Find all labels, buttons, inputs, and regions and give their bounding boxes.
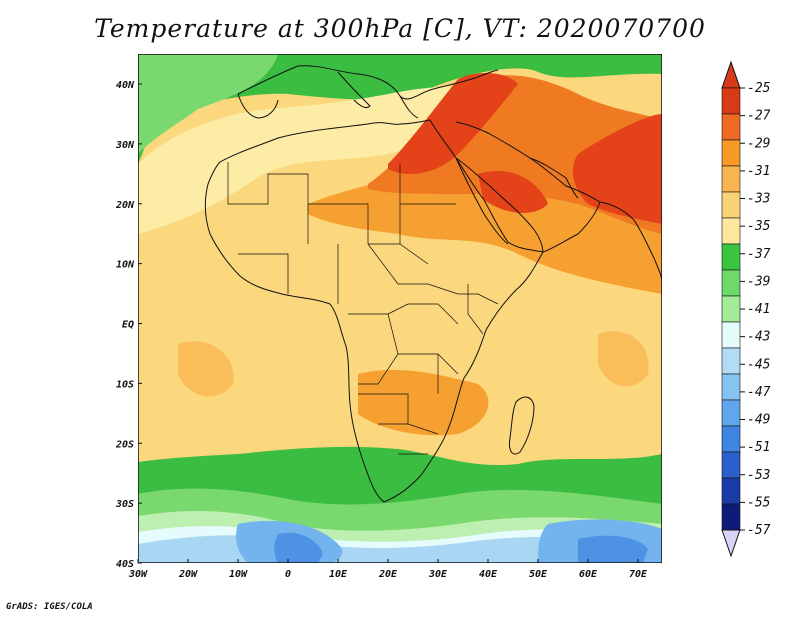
lon-tick-label: 20E (378, 569, 398, 580)
field-southern-orange-patch (358, 369, 489, 436)
credit-text: GrADS: IGES/COLA (6, 602, 93, 612)
colorbar-top-arrow (721, 60, 741, 89)
lat-tick-label: 40S (116, 559, 134, 570)
lat-tick-label: EQ (122, 320, 134, 331)
colorbar-swatch (721, 347, 741, 375)
colorbar-swatch (721, 321, 741, 349)
colorbar-label: -31 (747, 164, 770, 179)
lon-tick-label: 40E (479, 569, 498, 580)
colorbar-label: -55 (747, 495, 771, 510)
colorbar-swatch (721, 477, 741, 505)
colorbar-label: -53 (747, 468, 770, 483)
field-hot-core-arabia (478, 170, 548, 214)
lat-tick-label: 30S (115, 499, 134, 510)
greece-coastline (399, 95, 419, 119)
lon-tick-label: 10E (329, 569, 348, 580)
colorbar-swatch (721, 139, 741, 167)
lon-tick-label: 50E (529, 569, 548, 580)
lon-tick-label: 30W (128, 569, 148, 580)
map-title: Temperature at 300hPa [C], VT: 202007070… (94, 14, 706, 43)
colorbar-label: -43 (747, 330, 770, 345)
colorbar-label: -47 (747, 385, 771, 400)
colorbar-swatch (721, 191, 741, 219)
colorbar-swatch (721, 373, 741, 401)
field-north-cool-band (138, 54, 662, 164)
colorbar-swatch (721, 425, 741, 453)
africa-coastline (204, 119, 544, 503)
lat-tick-label: 10S (116, 379, 134, 390)
colorbar-label: -57 (747, 523, 771, 538)
europe-coastline (237, 65, 499, 100)
field-south-blue-east-2 (578, 535, 648, 563)
colorbar-swatch (721, 399, 741, 427)
lat-tick-label: 30N (115, 140, 135, 151)
colorbar-label: -41 (747, 302, 770, 317)
india-coastline (599, 201, 662, 283)
colorbar-swatch (721, 165, 741, 193)
arabia-coastline (455, 121, 601, 253)
colorbar-swatch (721, 295, 741, 323)
field-se-orange-patch (598, 331, 649, 387)
colorbar: -25 -27 -29 -31 -33 -35 -37 -39 -41 -43 -45 -47 -49 -… (721, 60, 771, 558)
lat-tick-label: 20N (115, 200, 135, 211)
colorbar-label: -33 (747, 192, 770, 207)
colorbar-swatch (721, 243, 741, 271)
border-lines-southern (358, 393, 439, 455)
colorbar-label: -35 (747, 219, 771, 234)
colorbar-swatch (721, 451, 741, 479)
colorbar-label: -27 (747, 109, 771, 124)
lon-tick-label: 10W (229, 569, 248, 580)
colorbar-label: -49 (747, 413, 770, 428)
lon-tick-label: 70E (629, 569, 648, 580)
border-layer (227, 162, 499, 455)
colorbar-label: -37 (747, 247, 771, 262)
persian-gulf-coastline (529, 157, 579, 199)
field-north-pale-green (138, 54, 278, 154)
colorbar-swatch (721, 113, 741, 141)
field-hot-core (388, 72, 518, 174)
lon-tick-label: 20W (178, 569, 198, 580)
colorbar-label: -39 (747, 274, 770, 289)
colorbar-bottom-arrow (721, 529, 741, 558)
lat-tick-label: 10N (116, 260, 135, 271)
field-south-blue-3 (274, 532, 323, 563)
coastline-layer (204, 65, 662, 503)
colorbar-label: -25 (747, 81, 771, 96)
border-lines-sahel (238, 243, 459, 304)
field-sw-orange-patch (178, 341, 234, 397)
lon-tick-label: 30E (428, 569, 448, 580)
colorbar-swatch (721, 269, 741, 297)
red-sea-coastline (455, 157, 509, 245)
colorbar-label: -51 (747, 440, 770, 455)
colorbar-swatch (721, 87, 741, 115)
italy-coastline (337, 71, 371, 109)
colorbar-swatch (721, 217, 741, 245)
madagascar-coastline (509, 396, 535, 455)
temperature-field-map (138, 54, 662, 563)
border-lines-east (458, 284, 499, 335)
lon-tick-label: 0 (285, 569, 291, 580)
lon-tick-label: 60E (579, 569, 598, 580)
field-hot-core-east (572, 114, 662, 224)
iberia-coastline (237, 93, 279, 119)
colorbar-label: -29 (747, 136, 770, 151)
map-panel (138, 54, 662, 563)
lat-tick-label: 20S (115, 439, 134, 450)
colorbar-swatch (721, 503, 741, 531)
colorbar-label: -45 (747, 357, 771, 372)
lat-tick-label: 40N (116, 80, 135, 91)
border-lines-central (348, 303, 459, 394)
